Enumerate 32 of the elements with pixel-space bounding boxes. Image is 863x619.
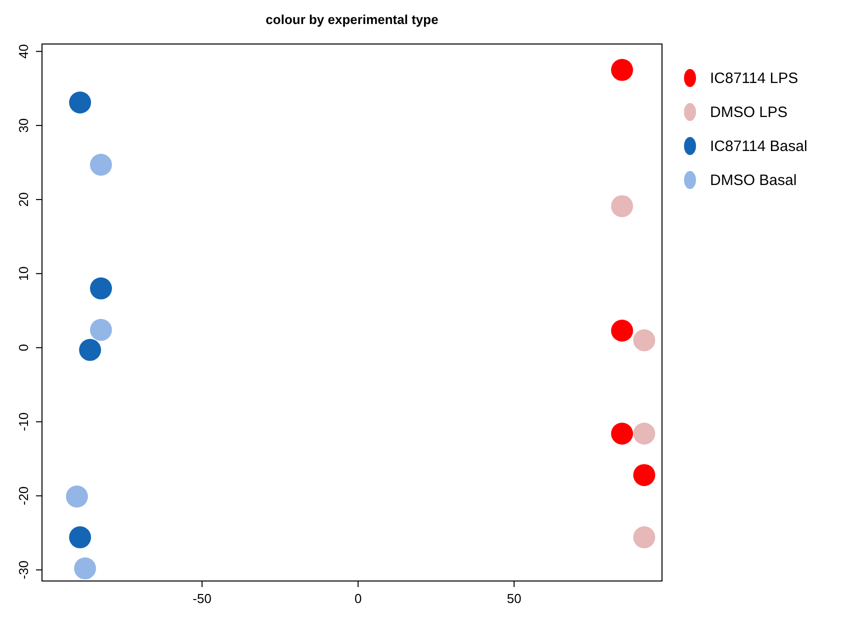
point: [611, 320, 634, 342]
point: [611, 195, 634, 218]
point: [633, 464, 656, 486]
y-tick-label: 10: [16, 266, 31, 281]
y-tick-label: 30: [16, 118, 31, 133]
y-tick-label: -30: [16, 560, 31, 580]
y-tick-label: -20: [16, 486, 31, 506]
y-tick-label: 0: [16, 344, 31, 352]
point: [66, 486, 88, 508]
point: [69, 526, 92, 548]
point: [633, 422, 656, 445]
point: [633, 526, 656, 548]
point: [611, 422, 634, 445]
legend-label: DMSO LPS: [710, 104, 788, 121]
x-tick-label: -50: [192, 591, 212, 606]
point: [611, 58, 634, 81]
point: [633, 329, 656, 352]
point: [90, 318, 112, 341]
legend-label: IC87114 Basal: [710, 138, 808, 155]
chart-title: colour by experimental type: [266, 12, 438, 27]
point: [90, 277, 112, 300]
point: [79, 338, 102, 361]
y-tick-label: -10: [16, 412, 31, 432]
legend-label: IC87114 LPS: [710, 70, 798, 87]
legend-label: DMSO Basal: [710, 172, 797, 189]
x-tick-label: 50: [506, 591, 522, 606]
point: [74, 557, 96, 580]
x-tick-label: 0: [354, 591, 362, 606]
y-tick-label: 40: [16, 44, 31, 59]
point: [90, 154, 112, 176]
y-tick-label: 20: [16, 192, 31, 207]
point: [69, 92, 92, 114]
